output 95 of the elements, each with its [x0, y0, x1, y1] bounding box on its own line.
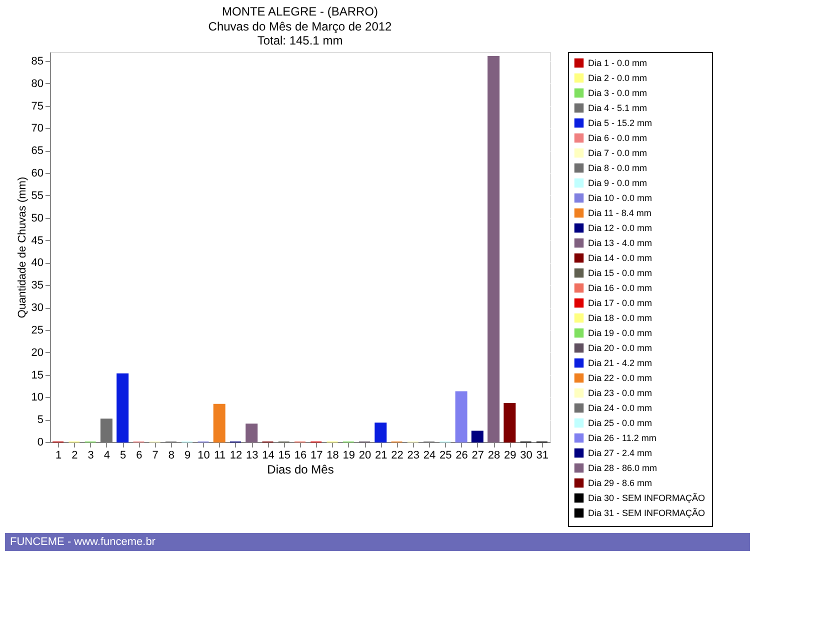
y-tick-label: 60	[31, 168, 44, 180]
legend-label: Dia 14 - 0.0 mm	[588, 253, 652, 263]
x-tick-label: 3	[88, 450, 94, 462]
legend-label: Dia 19 - 0.0 mm	[588, 328, 652, 338]
legend-label: Dia 12 - 0.0 mm	[588, 223, 652, 233]
y-tick-label: 25	[31, 324, 44, 336]
y-tick-label: 40	[31, 257, 44, 270]
text: FUNCEME - www.funceme.br	[10, 536, 156, 548]
x-tick-label: 5	[120, 450, 126, 462]
legend-label: Dia 30 - SEM INFORMAÇÃO	[588, 493, 706, 503]
y-tick-label: 75	[31, 100, 44, 112]
x-tick-label: 26	[456, 450, 468, 462]
legend-label: Dia 20 - 0.0 mm	[588, 343, 652, 353]
x-tick-label: 4	[104, 450, 110, 462]
legend-label: Dia 7 - 0.0 mm	[588, 148, 648, 158]
text: Total: 145.1 mm	[257, 34, 343, 48]
x-tick-label: 30	[520, 450, 532, 462]
legend-label: Dia 29 - 8.6 mm	[588, 478, 652, 488]
legend-label: Dia 28 - 86.0 mm	[588, 463, 658, 473]
y-tick-label: 10	[31, 392, 44, 404]
x-tick-label: 12	[230, 450, 242, 462]
legend-label: Dia 13 - 4.0 mm	[588, 238, 652, 248]
legend-label: Dia 27 - 2.4 mm	[588, 448, 652, 458]
x-tick-label: 29	[504, 450, 516, 462]
legend-label: Dia 15 - 0.0 mm	[588, 268, 652, 278]
bar	[455, 391, 468, 442]
x-tick-label: 15	[278, 450, 290, 462]
legend-label: Dia 17 - 0.0 mm	[588, 298, 652, 308]
legend-label: Dia 6 - 0.0 mm	[588, 133, 648, 143]
bar	[213, 404, 226, 442]
legend-label: Dia 2 - 0.0 mm	[588, 73, 648, 83]
legend-label: Dia 21 - 4.2 mm	[588, 358, 652, 368]
x-tick-label: 7	[152, 450, 158, 462]
legend-label: Dia 8 - 0.0 mm	[588, 163, 648, 173]
legend-label: Dia 5 - 15.2 mm	[588, 118, 652, 128]
legend-label: Dia 1 - 0.0 mm	[588, 58, 648, 68]
x-tick-label: 17	[310, 450, 323, 462]
y-tick-label: 45	[31, 234, 44, 247]
x-tick-label: 6	[136, 450, 142, 462]
x-tick-label: 23	[407, 450, 420, 462]
x-tick-label: 27	[472, 450, 484, 462]
legend-label: Dia 11 - 8.4 mm	[588, 208, 652, 218]
legend-label: Dia 24 - 0.0 mm	[588, 403, 652, 413]
x-tick-label: 24	[423, 450, 436, 462]
x-tick-label: 21	[375, 450, 388, 462]
x-tick-label: 8	[168, 450, 175, 462]
x-tick-label: 31	[536, 450, 549, 462]
y-tick-label: 65	[31, 145, 44, 158]
y-tick-label: 70	[31, 122, 44, 135]
x-tick-label: 13	[246, 450, 258, 462]
x-tick-label: 9	[184, 450, 191, 462]
bar	[488, 56, 500, 442]
x-tick-label: 22	[391, 450, 404, 462]
bar	[374, 422, 387, 442]
legend-label: Dia 23 - 0.0 mm	[588, 388, 652, 398]
legend-label: Dia 31 - SEM INFORMAÇÃO	[588, 508, 706, 518]
legend-label: Dia 10 - 0.0 mm	[588, 193, 652, 203]
y-axis-title: Quantidade de Chuvas (mm)	[16, 176, 28, 318]
y-tick-label: 20	[31, 346, 44, 359]
legend-label: Dia 16 - 0.0 mm	[588, 283, 652, 293]
bar	[100, 418, 112, 442]
x-tick-label: 11	[214, 450, 226, 462]
x-tick-label: 19	[342, 450, 356, 462]
legend-label: Dia 18 - 0.0 mm	[588, 313, 652, 323]
bar	[471, 430, 484, 442]
bar	[246, 424, 258, 442]
x-tick-label: 1	[56, 450, 62, 462]
y-tick-label: 50	[31, 212, 44, 224]
y-tick-label: 30	[31, 302, 44, 314]
x-axis-title: Dias do Mês	[267, 462, 334, 476]
legend-label: Dia 26 - 11.2 mm	[588, 433, 656, 443]
x-tick-label: 20	[358, 450, 372, 462]
y-tick-label: 35	[31, 280, 44, 292]
legend-label: Dia 4 - 5.1 mm	[588, 103, 648, 113]
legend-label: Dia 9 - 0.0 mm	[588, 178, 648, 188]
y-tick-label: 80	[31, 78, 44, 90]
chart-subtitle: Chuvas do Mês de Março de 2012	[208, 20, 392, 34]
x-tick-label: 28	[488, 450, 500, 462]
bar	[504, 402, 516, 442]
x-tick-label: 25	[440, 450, 452, 462]
x-tick-label: 10	[198, 450, 210, 462]
x-tick-label: 2	[72, 450, 78, 462]
bar	[116, 373, 129, 442]
y-tick-label: 5	[37, 414, 44, 426]
y-tick-label: 0	[37, 436, 44, 448]
chart-title: MONTE ALEGRE - (BARRO)	[222, 4, 378, 18]
legend-label: Dia 22 - 0.0 mm	[588, 373, 652, 383]
x-tick-label: 16	[294, 450, 307, 462]
x-tick-label: 18	[326, 450, 339, 462]
legend-label: Dia 25 - 0.0 mm	[588, 418, 652, 428]
y-tick-label: 85	[31, 55, 44, 68]
y-tick-label: 15	[31, 369, 44, 382]
y-tick-label: 55	[31, 190, 44, 202]
x-tick-label: 14	[262, 450, 274, 462]
legend-label: Dia 3 - 0.0 mm	[588, 88, 648, 98]
